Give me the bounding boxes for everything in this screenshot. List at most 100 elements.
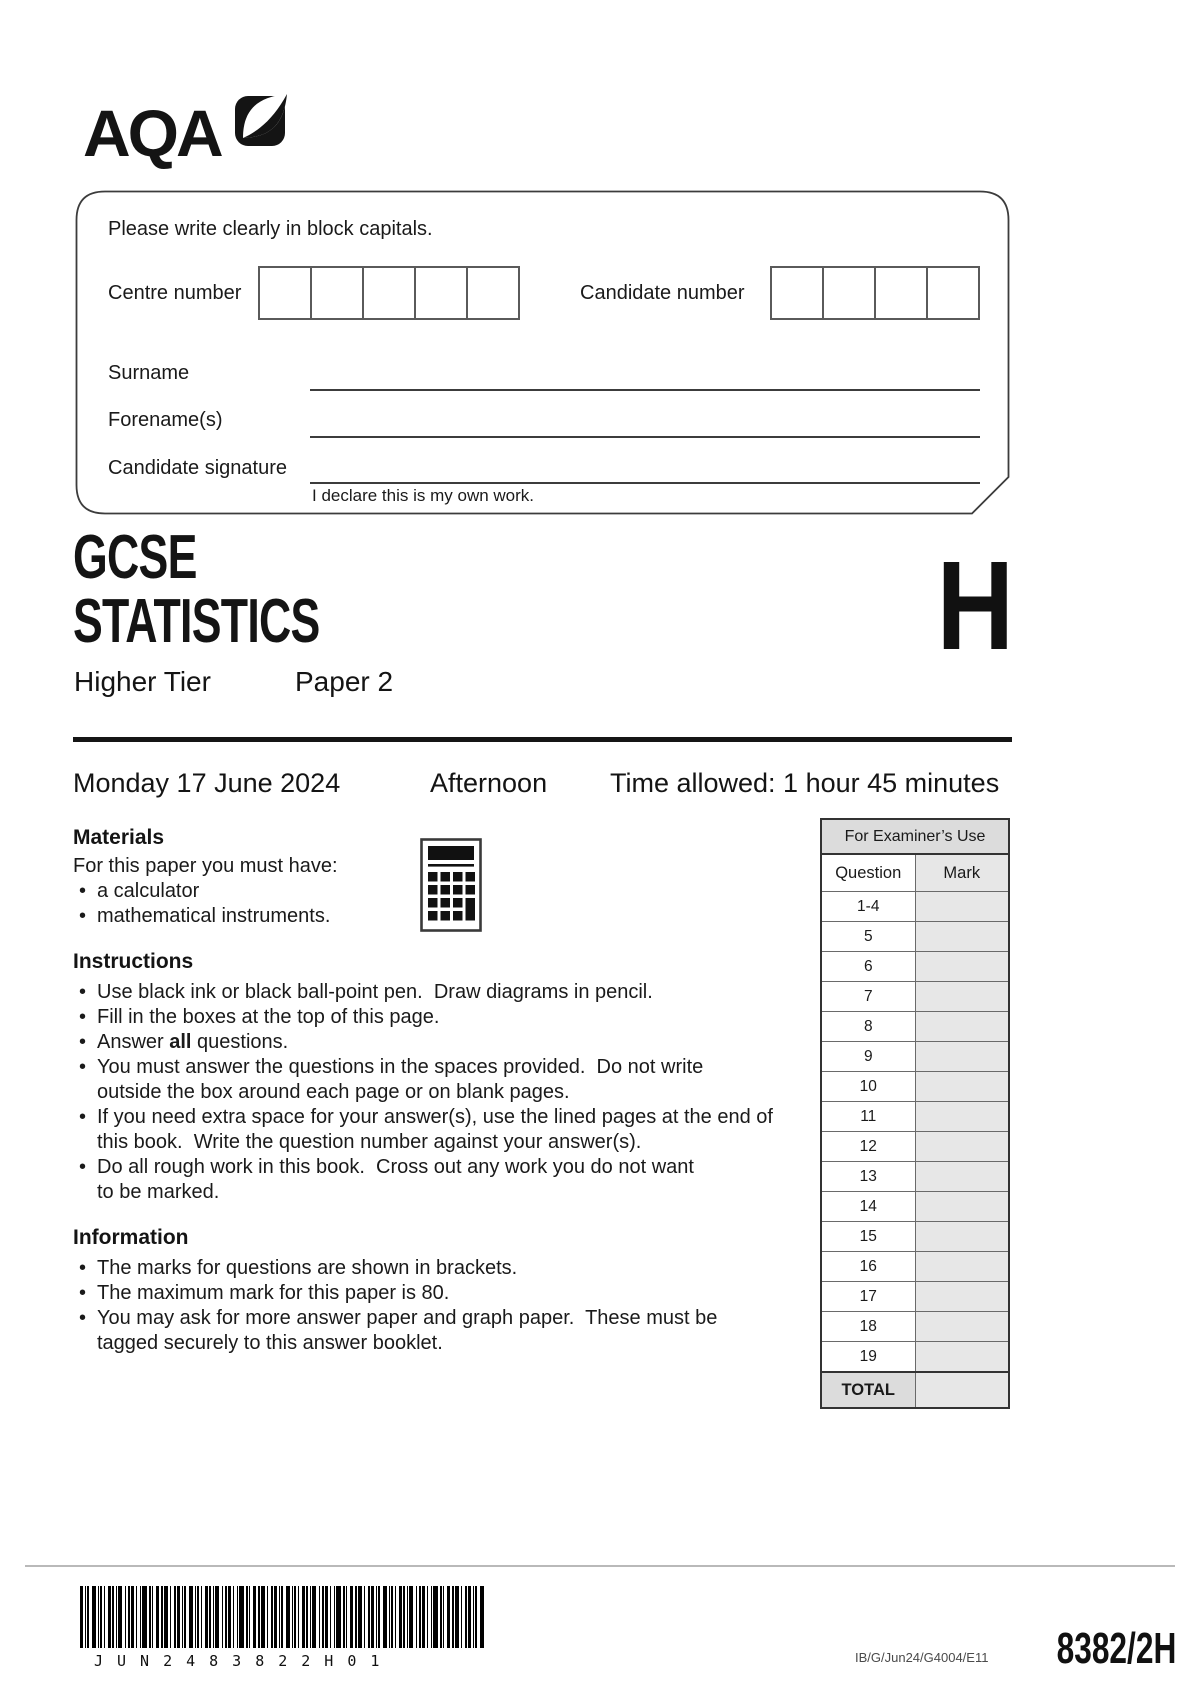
mark-entry-cell[interactable] (914, 1011, 1010, 1042)
barcode-bar (281, 1586, 283, 1648)
surname-field[interactable] (310, 368, 980, 391)
candidate-details-box: Please write clearly in block capitals. … (75, 190, 1010, 515)
total-mark-cell[interactable] (914, 1371, 1010, 1409)
instructions-list-item: Use black ink or black ball-point pen. D… (73, 980, 833, 1005)
question-number-cell: 17 (820, 1281, 916, 1312)
question-number-cell: 14 (820, 1191, 916, 1222)
exam-session: Afternoon (430, 768, 548, 798)
question-number-cell: 1-4 (820, 891, 916, 922)
barcode-bar (98, 1586, 99, 1648)
barcode-bar (358, 1586, 362, 1648)
mark-entry-cell[interactable] (914, 1161, 1010, 1192)
candidate-number-box[interactable] (770, 266, 824, 320)
question-number-cell: 13 (820, 1161, 916, 1192)
examiner-table-row: 12 (820, 1131, 1010, 1162)
title-divider-rule (73, 737, 1012, 742)
barcode-bar (116, 1586, 117, 1648)
mark-entry-cell[interactable] (914, 891, 1010, 922)
barcode (80, 1586, 500, 1648)
barcode-bar (371, 1586, 374, 1648)
barcode-bar (136, 1586, 137, 1648)
centre-number-box[interactable] (414, 266, 468, 320)
materials-list: a calculator mathematical instruments. (73, 879, 403, 929)
barcode-bar (201, 1586, 202, 1648)
barcode-bar (306, 1586, 308, 1648)
barcode-bar (156, 1586, 159, 1648)
candidate-number-box[interactable] (926, 266, 980, 320)
barcode-bar (298, 1586, 299, 1648)
barcode-bar (325, 1586, 328, 1648)
question-number-cell: 15 (820, 1221, 916, 1252)
information-list-item: The marks for questions are shown in bra… (73, 1256, 833, 1281)
mark-entry-cell[interactable] (914, 951, 1010, 982)
centre-number-box[interactable] (466, 266, 520, 320)
question-number-cell: 8 (820, 1011, 916, 1042)
mark-entry-cell[interactable] (914, 1071, 1010, 1102)
candidate-number-box[interactable] (822, 266, 876, 320)
materials-item-text: a calculator (97, 880, 200, 902)
mark-entry-cell[interactable] (914, 981, 1010, 1012)
barcode-bar (346, 1586, 347, 1648)
barcode-bar (364, 1586, 365, 1648)
examiner-table-total-row: TOTAL (820, 1371, 1010, 1409)
instructions-list-item: You must answer the questions in the spa… (73, 1055, 833, 1105)
signature-field[interactable] (310, 461, 980, 484)
mark-entry-cell[interactable] (914, 1101, 1010, 1132)
barcode-bar (343, 1586, 345, 1648)
barcode-bar (480, 1586, 484, 1648)
mark-entry-cell[interactable] (914, 1221, 1010, 1252)
mark-entry-cell[interactable] (914, 1311, 1010, 1342)
footer-reference-code: IB/G/Jun24/G4004/E11 (855, 1650, 989, 1665)
examiner-use-table: For Examiner’s Use Question Mark 1-4 5 (820, 818, 1010, 1409)
barcode-bar (205, 1586, 208, 1648)
barcode-bar (422, 1586, 425, 1648)
information-item-text: The maximum mark for this paper is 80. (97, 1282, 450, 1304)
instructions-item-text: If you need extra space for your answer(… (97, 1106, 773, 1153)
information-list: The marks for questions are shown in bra… (73, 1256, 833, 1356)
barcode-bar (468, 1586, 471, 1648)
mark-entry-cell[interactable] (914, 1341, 1010, 1373)
barcode-bar (149, 1586, 151, 1648)
paper-code: 8382/2H (1056, 1624, 1176, 1673)
examiner-table-row: 13 (820, 1161, 1010, 1192)
candidate-number-label: Candidate number (580, 282, 745, 304)
barcode-bar (443, 1586, 444, 1648)
forenames-label: Forename(s) (108, 409, 223, 431)
subject-title: STATISTICS (73, 587, 320, 656)
footer-divider (25, 1565, 1175, 1567)
barcode-bar (473, 1586, 474, 1648)
barcode-bar (184, 1586, 186, 1648)
barcode-bar (140, 1586, 141, 1648)
paper-label: Paper 2 (295, 666, 394, 697)
centre-number-box[interactable] (310, 266, 364, 320)
mark-entry-cell[interactable] (914, 1131, 1010, 1162)
barcode-bar (330, 1586, 331, 1648)
barcode-bar (431, 1586, 432, 1648)
tier-label: Higher Tier (74, 666, 211, 697)
centre-number-box[interactable] (362, 266, 416, 320)
mark-column-header: Mark (914, 853, 1010, 892)
barcode-bar (310, 1586, 311, 1648)
centre-number-box[interactable] (258, 266, 312, 320)
mark-entry-cell[interactable] (914, 921, 1010, 952)
mark-entry-cell[interactable] (914, 1191, 1010, 1222)
examiner-table-row: 17 (820, 1281, 1010, 1312)
mark-entry-cell[interactable] (914, 1251, 1010, 1282)
barcode-bar (279, 1586, 280, 1648)
centre-number-boxes (258, 266, 520, 320)
barcode-bar (322, 1586, 324, 1648)
barcode-bar (383, 1586, 387, 1648)
forenames-field[interactable] (310, 415, 980, 438)
information-heading: Information (73, 1226, 189, 1249)
candidate-number-box[interactable] (874, 266, 928, 320)
mark-entry-cell[interactable] (914, 1041, 1010, 1072)
examiner-table-row: 8 (820, 1011, 1010, 1042)
barcode-bar (195, 1586, 196, 1648)
mark-entry-cell[interactable] (914, 1281, 1010, 1312)
barcode-bar (312, 1586, 316, 1648)
information-list-item: You may ask for more answer paper and gr… (73, 1306, 833, 1356)
question-number-cell: 12 (820, 1131, 916, 1162)
barcode-bar (407, 1586, 408, 1648)
materials-heading: Materials (73, 826, 165, 849)
barcode-bar (142, 1586, 147, 1648)
